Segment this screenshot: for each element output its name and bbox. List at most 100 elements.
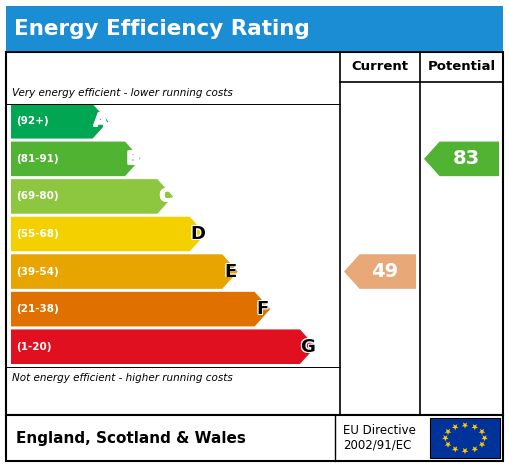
Text: B: B (126, 151, 139, 169)
Text: A: A (93, 112, 106, 129)
Text: G: G (300, 338, 315, 356)
Text: (1-20): (1-20) (16, 342, 51, 352)
Text: E: E (224, 263, 237, 282)
Bar (6, 6, 503, 52)
Text: E: E (223, 263, 235, 282)
Text: Very energy efficient - lower running costs: Very energy efficient - lower running co… (12, 88, 233, 98)
Text: E: E (224, 262, 237, 280)
Text: G: G (300, 339, 315, 356)
Text: A: A (94, 113, 108, 131)
Text: F: F (257, 301, 269, 319)
Text: C: C (158, 188, 171, 206)
Polygon shape (11, 142, 140, 176)
Text: B: B (126, 150, 139, 168)
Polygon shape (478, 429, 485, 435)
Text: B: B (125, 150, 139, 168)
Text: B: B (125, 151, 139, 169)
Text: G: G (299, 338, 315, 356)
Text: E: E (224, 262, 237, 281)
Text: D: D (191, 226, 206, 244)
Text: Energy Efficiency Rating: Energy Efficiency Rating (14, 19, 310, 39)
Bar (6, 415, 503, 461)
Polygon shape (462, 448, 468, 454)
Text: D: D (189, 226, 204, 244)
Text: D: D (189, 224, 204, 242)
Text: D: D (191, 224, 206, 242)
Text: B: B (127, 151, 140, 169)
Text: D: D (189, 225, 204, 243)
Text: (81-91): (81-91) (16, 154, 59, 164)
Text: England, Scotland & Wales: England, Scotland & Wales (16, 431, 246, 446)
Text: 2002/91/EC: 2002/91/EC (343, 439, 411, 452)
Text: E: E (224, 263, 236, 282)
Text: C: C (158, 187, 171, 205)
Polygon shape (11, 179, 173, 214)
Polygon shape (442, 435, 449, 441)
Text: C: C (159, 187, 173, 205)
Text: D: D (190, 226, 205, 244)
Text: (39-54): (39-54) (16, 267, 59, 276)
Polygon shape (11, 104, 108, 139)
Text: D: D (190, 224, 205, 242)
Text: (55-68): (55-68) (16, 229, 59, 239)
Text: A: A (94, 112, 108, 129)
Polygon shape (471, 424, 478, 431)
Text: C: C (159, 187, 172, 205)
Text: B: B (127, 149, 140, 167)
Text: (69-80): (69-80) (16, 191, 59, 201)
Text: A: A (94, 113, 107, 131)
Polygon shape (445, 429, 451, 435)
Text: F: F (257, 300, 269, 318)
Text: G: G (301, 339, 316, 356)
Text: A: A (93, 113, 106, 131)
Text: A: A (94, 112, 107, 129)
Text: 49: 49 (371, 262, 398, 281)
Text: A: A (93, 112, 106, 130)
Text: D: D (191, 225, 206, 243)
Text: EU Directive: EU Directive (343, 425, 416, 438)
Text: B: B (127, 150, 140, 168)
Polygon shape (471, 446, 478, 453)
Text: D: D (190, 225, 205, 243)
Text: F: F (257, 300, 269, 318)
Polygon shape (478, 442, 485, 448)
Text: G: G (301, 338, 316, 356)
Text: (21-38): (21-38) (16, 304, 59, 314)
Text: E: E (224, 262, 236, 281)
Text: G: G (300, 337, 315, 355)
Text: 83: 83 (453, 149, 479, 169)
Text: F: F (257, 299, 269, 318)
Text: E: E (224, 262, 236, 280)
Polygon shape (452, 424, 459, 431)
Polygon shape (11, 217, 206, 251)
Text: E: E (223, 262, 235, 281)
Text: G: G (299, 337, 315, 355)
Text: Potential: Potential (428, 61, 496, 73)
Polygon shape (445, 442, 451, 448)
Polygon shape (11, 329, 316, 364)
Polygon shape (11, 292, 270, 326)
Text: E: E (223, 262, 235, 280)
Polygon shape (462, 422, 468, 429)
Text: C: C (159, 188, 173, 206)
Text: (92+): (92+) (16, 116, 49, 126)
Text: B: B (125, 149, 139, 167)
Text: F: F (256, 299, 268, 318)
Text: A: A (94, 112, 108, 130)
Polygon shape (424, 142, 499, 176)
Text: F: F (256, 300, 268, 318)
Text: F: F (256, 301, 268, 319)
Polygon shape (482, 435, 488, 441)
Text: C: C (159, 188, 172, 206)
Bar (430, 418, 500, 458)
Polygon shape (344, 255, 416, 289)
Text: C: C (159, 187, 172, 205)
Text: C: C (159, 187, 173, 205)
Text: F: F (257, 299, 269, 318)
Text: Current: Current (352, 61, 409, 73)
Polygon shape (11, 255, 238, 289)
Text: Not energy efficient - higher running costs: Not energy efficient - higher running co… (12, 373, 233, 383)
Text: B: B (126, 149, 139, 167)
Text: A: A (94, 112, 107, 130)
Bar (6, 52, 503, 415)
